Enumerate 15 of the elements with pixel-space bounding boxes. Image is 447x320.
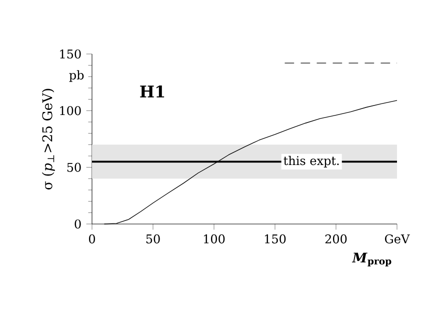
x-tick-label: 150 <box>265 234 286 244</box>
x-tick-label: 200 <box>325 234 347 244</box>
y-tick-label: 0 <box>74 219 81 229</box>
y-axis-title: σ (p$_{⊥}$>25 GeV) <box>42 88 55 190</box>
annotation: H1 <box>140 85 164 98</box>
y-tick-label: 150 <box>60 49 81 59</box>
x-axis-title: M$_{prop}$ <box>352 252 392 266</box>
x-tick-label: 100 <box>204 234 225 244</box>
x-tick-label: 0 <box>88 234 96 244</box>
y-tick-label: 50 <box>67 162 81 172</box>
ref-line-label: this expt. <box>284 156 339 168</box>
text: pb <box>69 70 84 82</box>
x-tick-label: GeV <box>384 234 410 244</box>
y-tick-label: 100 <box>60 106 81 116</box>
x-tick-label: 50 <box>146 234 160 244</box>
